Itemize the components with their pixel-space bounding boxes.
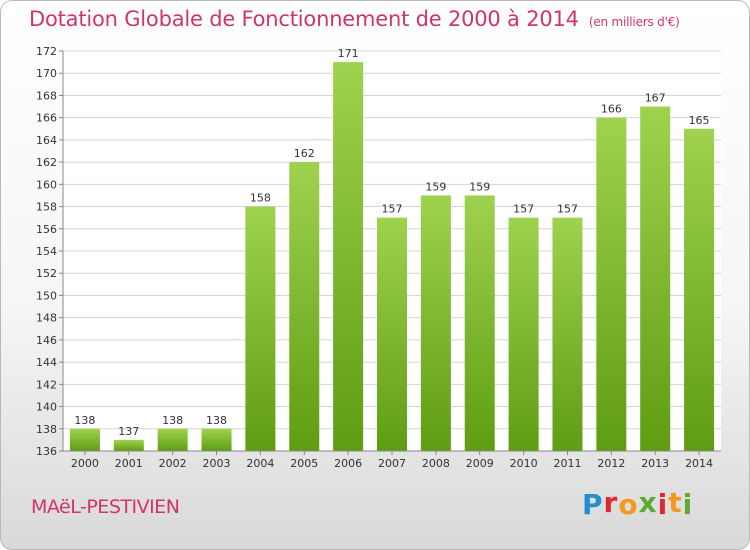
data-label-2008: 159 <box>425 180 446 193</box>
x-tick-label: 2004 <box>246 457 274 470</box>
x-tick-label: 2002 <box>159 457 187 470</box>
logo-letter: i <box>682 488 694 521</box>
bar-2009 <box>464 195 495 451</box>
y-tick-label: 138 <box>36 423 57 436</box>
x-tick-label: 2009 <box>466 457 494 470</box>
y-tick-label: 146 <box>36 334 57 347</box>
logo-letter: x <box>638 486 658 519</box>
y-tick-label: 136 <box>36 445 57 458</box>
y-tick-label: 144 <box>36 356 57 369</box>
x-tick-label: 2012 <box>597 457 625 470</box>
data-label-2000: 138 <box>74 414 95 427</box>
axes: 136 138 140 142 144 146 148 150 152 154 156 158 160 1… <box>36 45 721 470</box>
bar-2000 <box>69 428 100 451</box>
x-tick-label: 2001 <box>115 457 143 470</box>
data-label-2013: 167 <box>645 92 666 105</box>
x-tick-label: 2007 <box>378 457 406 470</box>
y-tick-label: 164 <box>36 134 57 147</box>
bar-2005 <box>289 162 320 451</box>
y-tick-label: 166 <box>36 112 57 125</box>
bar-2013 <box>640 106 671 452</box>
y-tick-label: 162 <box>36 156 57 169</box>
data-label-2007: 157 <box>382 203 403 216</box>
x-tick-label: 2003 <box>203 457 231 470</box>
y-tick-label: 142 <box>36 378 57 391</box>
y-tick-label: 170 <box>36 67 57 80</box>
bar-2002 <box>157 428 188 451</box>
x-tick-label: 2006 <box>334 457 362 470</box>
data-label-2014: 165 <box>689 114 710 127</box>
logo-letter: r <box>603 486 619 519</box>
y-tick-label: 168 <box>36 89 57 102</box>
y-tick-label: 140 <box>36 401 57 414</box>
data-label-2003: 138 <box>206 414 227 427</box>
logo-letter: o <box>618 488 639 521</box>
y-tick-label: 160 <box>36 178 57 191</box>
x-tick-label: 2008 <box>422 457 450 470</box>
y-tick-label: 172 <box>36 45 57 58</box>
data-label-2001: 137 <box>118 425 139 438</box>
commune-name: MAëL-PESTIVIEN <box>31 496 180 518</box>
logo-letter: i <box>657 488 669 521</box>
bars <box>69 62 715 452</box>
bar-2004 <box>245 206 276 451</box>
bar-2007 <box>377 217 407 451</box>
x-tick-label: 2000 <box>71 457 99 470</box>
data-label-2010: 157 <box>513 203 534 216</box>
bar-2012 <box>596 117 627 452</box>
data-label-2012: 166 <box>601 103 622 116</box>
y-tick-label: 154 <box>36 245 57 258</box>
chart-title-text: Dotation Globale de Fonctionnement de 20… <box>29 7 579 31</box>
bar-2003 <box>201 428 232 451</box>
y-tick-label: 150 <box>36 289 57 302</box>
x-tick-label: 2011 <box>553 457 581 470</box>
chart-unit-label: (en milliers d'€) <box>588 15 680 29</box>
bar-2011 <box>552 217 583 451</box>
data-label-2009: 159 <box>469 180 490 193</box>
data-label-2006: 171 <box>338 47 359 60</box>
x-tick-label: 2014 <box>685 457 713 470</box>
bar-2008 <box>420 195 451 451</box>
chart-title: Dotation Globale de Fonctionnement de 20… <box>29 7 680 31</box>
bar-2001 <box>113 439 144 451</box>
bar-2014 <box>684 128 715 451</box>
x-tick-label: 2013 <box>641 457 669 470</box>
bar-2006 <box>333 62 364 451</box>
logo-letter: t <box>668 486 683 519</box>
data-label-2002: 138 <box>162 414 183 427</box>
data-label-2004: 158 <box>250 192 271 205</box>
y-tick-label: 148 <box>36 312 57 325</box>
x-tick-label: 2010 <box>510 457 538 470</box>
y-tick-label: 158 <box>36 201 57 214</box>
logo-letter: P <box>582 488 604 521</box>
y-tick-label: 152 <box>36 267 57 280</box>
proxiti-logo: Proxiti <box>582 486 694 521</box>
y-tick-label: 156 <box>36 223 57 236</box>
bar-2010 <box>508 217 539 451</box>
x-tick-label: 2005 <box>290 457 318 470</box>
data-label-2005: 162 <box>294 147 315 160</box>
data-labels: 138 137 138 138 158 162 171 157 159 159 157 157 166 1… <box>74 47 709 438</box>
data-label-2011: 157 <box>557 203 578 216</box>
